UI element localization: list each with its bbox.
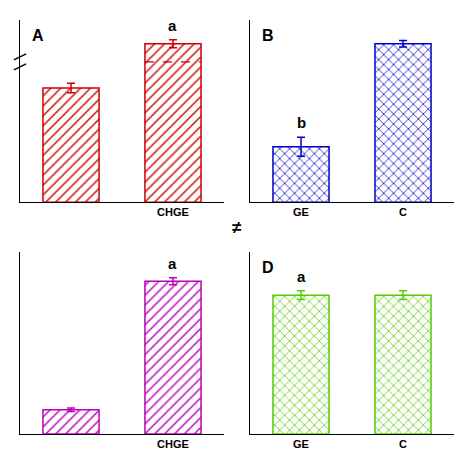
svg-text:B: B [262, 27, 274, 44]
svg-text:a: a [297, 268, 306, 285]
svg-text:CHGE: CHGE [157, 206, 189, 218]
svg-text:a: a [168, 255, 177, 272]
svg-text:GE: GE [293, 438, 309, 450]
svg-text:A: A [32, 27, 44, 44]
svg-text:CHGE: CHGE [157, 438, 189, 450]
svg-text:GE: GE [293, 206, 309, 218]
svg-text:D: D [262, 259, 274, 276]
svg-text:C: C [399, 438, 407, 450]
svg-text:C: C [399, 206, 407, 218]
svg-text:≠: ≠ [232, 218, 242, 237]
svg-text:a: a [168, 17, 177, 34]
svg-text:b: b [297, 114, 306, 131]
